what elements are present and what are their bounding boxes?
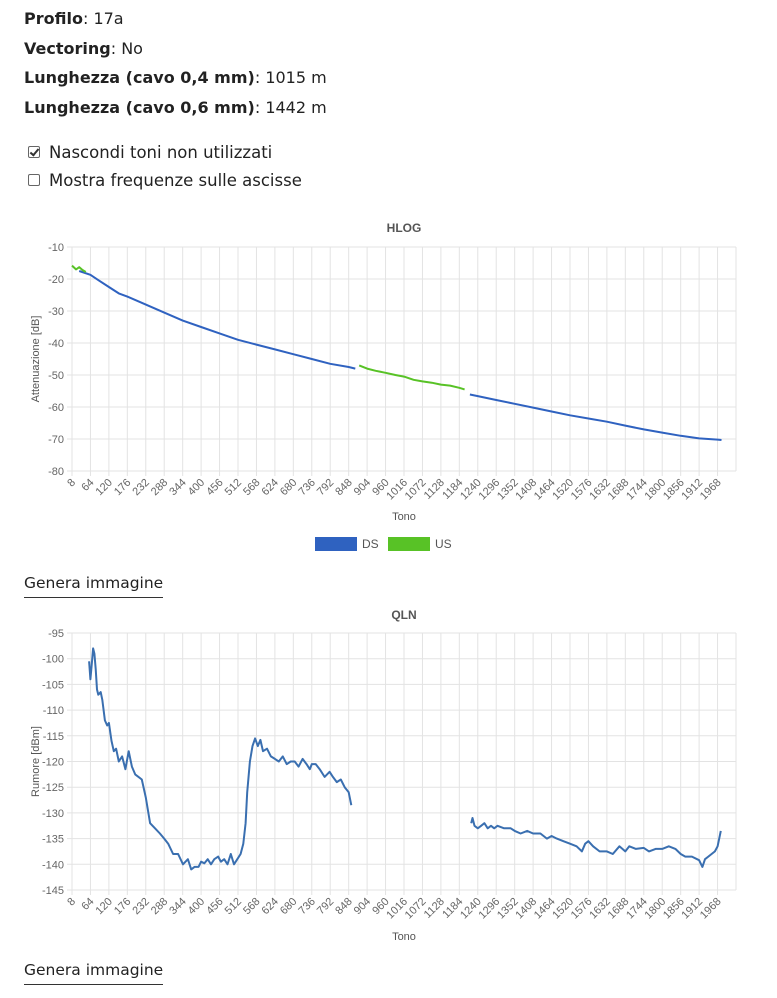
x-tick-label: 8 bbox=[65, 896, 78, 909]
x-tick-label: 792 bbox=[315, 896, 336, 917]
series-line-qln-1 bbox=[470, 817, 722, 868]
x-tick-label: 680 bbox=[278, 477, 299, 498]
x-tick-label: 344 bbox=[167, 477, 188, 498]
x-tick-label: 400 bbox=[186, 477, 207, 498]
x-tick-label: 568 bbox=[241, 477, 262, 498]
show-freq-label[interactable]: Mostra frequenze sulle ascisse bbox=[49, 170, 302, 190]
x-tick-label: 624 bbox=[260, 477, 281, 498]
info-profile: Profilo: 17a bbox=[24, 9, 124, 28]
legend-label-ds: DS bbox=[362, 537, 379, 551]
info-length-04: Lunghezza (cavo 0,4 mm): 1015 m bbox=[24, 68, 327, 87]
x-tick-label: 120 bbox=[94, 477, 115, 498]
y-tick-label: -30 bbox=[48, 306, 64, 318]
show-freq-checkbox[interactable] bbox=[28, 174, 40, 186]
generate-image-link-hlog[interactable]: Genera immagine bbox=[24, 574, 164, 598]
x-tick-label: 904 bbox=[352, 896, 373, 917]
series-line-ds-0 bbox=[78, 270, 356, 370]
info-block: Profilo: 17a Vectoring: No Lunghezza (ca… bbox=[24, 4, 327, 122]
x-tick-label: 512 bbox=[223, 477, 244, 498]
generate-image-link-qln[interactable]: Genera immagine bbox=[24, 961, 164, 985]
series-line-qln-0 bbox=[88, 647, 353, 871]
x-tick-label: 792 bbox=[315, 477, 336, 498]
x-tick-label: 288 bbox=[149, 477, 170, 498]
x-tick-label: 512 bbox=[223, 896, 244, 917]
y-tick-label: -120 bbox=[42, 757, 64, 769]
x-tick-label: 456 bbox=[204, 896, 225, 917]
y-tick-label: -40 bbox=[48, 338, 64, 350]
x-tick-label: 344 bbox=[167, 896, 188, 917]
legend-swatch-us bbox=[388, 537, 430, 551]
y-tick-label: -145 bbox=[42, 885, 64, 897]
hide-unused-label[interactable]: Nascondi toni non utilizzati bbox=[49, 142, 273, 162]
legend-label-us: US bbox=[435, 537, 452, 551]
y-tick-label: -20 bbox=[48, 274, 64, 286]
y-tick-label: -95 bbox=[48, 628, 64, 640]
chart-title: HLOG bbox=[387, 221, 422, 235]
x-tick-label: 568 bbox=[241, 896, 262, 917]
y-axis-label: Rumore [dBm] bbox=[30, 726, 42, 797]
y-tick-label: -110 bbox=[43, 705, 64, 717]
x-tick-label: 624 bbox=[260, 896, 281, 917]
y-tick-label: -60 bbox=[48, 402, 64, 414]
series-line-ds-3 bbox=[469, 393, 722, 441]
x-tick-label: 120 bbox=[94, 896, 115, 917]
x-tick-label: 680 bbox=[278, 896, 299, 917]
info-length-06: Lunghezza (cavo 0,6 mm): 1442 m bbox=[24, 97, 327, 117]
hide-unused-option[interactable]: Nascondi toni non utilizzati bbox=[28, 138, 302, 166]
y-tick-label: -10 bbox=[48, 242, 64, 254]
y-axis-label: Attenuazione [dB] bbox=[30, 316, 42, 403]
y-tick-label: -140 bbox=[42, 859, 64, 871]
x-tick-label: 1968 bbox=[698, 477, 724, 503]
series-line-us-1 bbox=[71, 264, 87, 273]
x-tick-label: 232 bbox=[130, 477, 151, 498]
hlog-chart: HLOG-10-20-30-40-50-60-70-808 64120176232… bbox=[30, 221, 737, 551]
x-tick-label: 176 bbox=[112, 896, 133, 917]
x-tick-label: 232 bbox=[130, 896, 151, 917]
x-tick-label: 176 bbox=[112, 477, 133, 498]
y-tick-label: -80 bbox=[48, 466, 64, 478]
x-tick-label: 288 bbox=[149, 896, 170, 917]
y-tick-label: -135 bbox=[42, 834, 64, 846]
x-axis-label: Tono bbox=[392, 511, 416, 523]
y-tick-label: -115 bbox=[43, 731, 64, 743]
x-tick-label: 400 bbox=[186, 896, 207, 917]
x-tick-label: 904 bbox=[352, 477, 373, 498]
chart-title: QLN bbox=[391, 608, 416, 622]
y-tick-label: -70 bbox=[48, 434, 64, 446]
series-line-us-2 bbox=[358, 364, 465, 391]
x-tick-label: 848 bbox=[333, 477, 354, 498]
show-freq-option[interactable]: Mostra frequenze sulle ascisse bbox=[28, 166, 302, 194]
x-tick-label: 456 bbox=[204, 477, 225, 498]
y-tick-label: -100 bbox=[42, 654, 64, 666]
x-tick-label: 8 bbox=[65, 477, 78, 490]
y-tick-label: -50 bbox=[48, 370, 64, 382]
y-tick-label: -125 bbox=[42, 782, 64, 794]
qln-chart: QLN -95 -100 -105 -110 -115 -120 -125 -130 -135 -1… bbox=[30, 608, 737, 943]
y-tick-label: -130 bbox=[42, 808, 64, 820]
x-tick-label: 848 bbox=[333, 896, 354, 917]
y-tick-label: -105 bbox=[42, 679, 64, 691]
x-tick-label: 736 bbox=[296, 896, 317, 917]
info-vectoring: Vectoring: No bbox=[24, 38, 143, 58]
x-axis-label: Tono bbox=[392, 931, 416, 943]
hide-unused-checkbox[interactable] bbox=[28, 146, 40, 158]
options: Nascondi toni non utilizzati Mostra freq… bbox=[28, 138, 302, 194]
legend-swatch-ds bbox=[315, 537, 357, 551]
x-tick-label: 736 bbox=[296, 477, 317, 498]
x-tick-label: 1968 bbox=[698, 896, 724, 922]
